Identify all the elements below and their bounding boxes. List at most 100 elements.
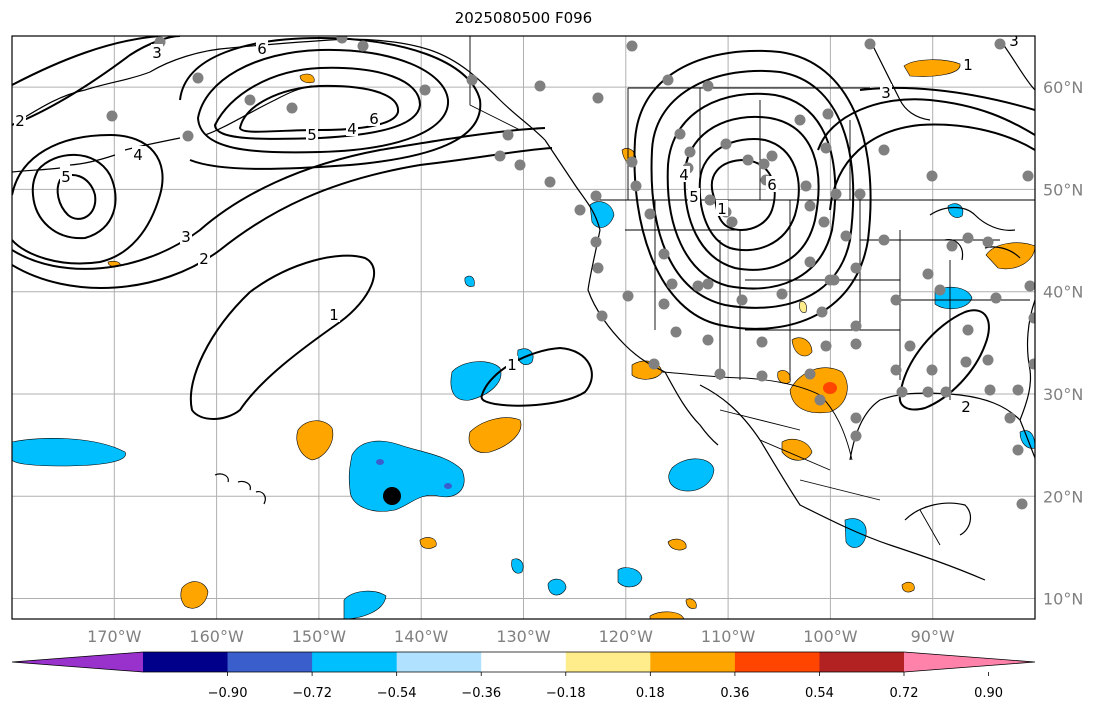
contour-line xyxy=(12,36,161,86)
negative-region xyxy=(589,201,615,228)
station-marker xyxy=(840,230,852,242)
station-marker xyxy=(766,150,778,162)
station-marker xyxy=(692,280,704,292)
station-marker xyxy=(962,324,974,336)
contour-line xyxy=(898,309,990,411)
map-gridlines xyxy=(12,36,1035,619)
station-marker xyxy=(816,306,828,318)
positive-region xyxy=(299,73,315,84)
station-marker xyxy=(1016,498,1028,510)
contour-label: 3 xyxy=(181,228,191,246)
station-marker xyxy=(850,262,862,274)
negative-region xyxy=(844,518,867,548)
contour-label-background xyxy=(256,40,268,56)
station-marker xyxy=(756,370,768,382)
station-marker xyxy=(590,236,602,248)
positive-region xyxy=(685,598,697,609)
station-marker xyxy=(854,188,866,200)
contour-label: 1 xyxy=(507,356,517,374)
contour-label-background xyxy=(368,110,380,126)
contour-line xyxy=(650,69,855,309)
station-marker xyxy=(896,386,908,398)
coastline-yucatan xyxy=(904,502,972,536)
station-marker xyxy=(830,188,842,200)
station-marker xyxy=(864,38,876,50)
contour-line xyxy=(196,48,450,154)
colorbar-segment xyxy=(819,652,905,672)
station-marker xyxy=(702,334,714,346)
station-marker xyxy=(590,190,602,202)
station-marker xyxy=(922,386,934,398)
contour-line xyxy=(12,36,181,126)
station-marker xyxy=(890,364,902,376)
station-marker xyxy=(926,364,938,376)
longitude-tick-labels: 170°W 160°W 150°W 140°W 130°W 120°W 110°W 100°W… xyxy=(87,627,955,646)
latitude-tick-label: 10°N xyxy=(1043,590,1083,609)
station-marker xyxy=(596,310,608,322)
colorbar-segment xyxy=(227,652,313,672)
station-marker xyxy=(704,194,716,206)
latitude-tick-labels: 60°N 50°N 40°N 30°N 20°N 10°N xyxy=(1043,78,1083,608)
contour-label: 4 xyxy=(133,146,143,164)
longitude-tick-label: 90°W xyxy=(911,627,955,646)
station-marker xyxy=(890,294,902,306)
station-markers xyxy=(106,36,1035,510)
canada-provinces xyxy=(627,87,870,200)
contour-label: 6 xyxy=(767,176,777,194)
colorbar-tick-label: 0.36 xyxy=(720,686,749,701)
contour-label-background xyxy=(180,228,192,244)
contour-label-background xyxy=(1008,36,1020,48)
station-marker xyxy=(574,204,586,216)
station-marker xyxy=(702,80,714,92)
contour-label-background xyxy=(328,306,340,322)
station-marker xyxy=(934,284,946,296)
colorbar-segment xyxy=(396,652,482,672)
coastline-gulf-mexico xyxy=(849,392,1021,461)
highlight-station-marker[interactable] xyxy=(383,487,401,505)
positive-region xyxy=(468,417,522,453)
station-marker xyxy=(940,386,952,398)
station-marker xyxy=(592,262,604,274)
positive-region xyxy=(791,337,813,357)
station-marker xyxy=(494,150,506,162)
negative-region-core xyxy=(444,483,452,489)
contour-label: 4 xyxy=(347,120,357,138)
station-marker xyxy=(814,394,826,406)
colorbar-tick-label: −0.72 xyxy=(292,686,332,701)
contour-label-background xyxy=(688,188,700,204)
colorbar-outline xyxy=(11,651,1036,673)
contour-line xyxy=(666,92,837,290)
weak-positive-region xyxy=(799,301,807,313)
contour-line xyxy=(12,127,546,270)
station-marker xyxy=(244,94,256,106)
station-marker xyxy=(502,129,514,141)
contour-label-background xyxy=(506,356,518,372)
contour-label: 2 xyxy=(199,250,209,268)
longitude-tick-label: 120°W xyxy=(599,627,654,646)
station-marker xyxy=(544,176,556,188)
positive-region xyxy=(180,581,209,609)
colorbar-extend-low xyxy=(12,652,143,672)
colorbar-segment xyxy=(565,652,651,672)
contour-line xyxy=(31,153,117,240)
station-marker xyxy=(824,274,836,286)
station-marker xyxy=(850,338,862,350)
contour-line xyxy=(189,254,376,420)
station-marker xyxy=(626,40,638,52)
contour-label-background xyxy=(766,176,778,192)
negative-region xyxy=(348,440,465,512)
positive-region xyxy=(901,581,915,593)
coastline-hudson-bay xyxy=(869,39,931,121)
negative-region xyxy=(947,203,964,218)
colorbar-segment xyxy=(734,652,820,672)
station-marker xyxy=(720,138,732,150)
positive-region xyxy=(419,537,437,549)
contour-line xyxy=(238,84,400,133)
coastline-west-canada xyxy=(544,139,601,231)
contour-label-background xyxy=(962,56,974,72)
positive-region xyxy=(667,538,687,551)
coastline-baja xyxy=(664,371,719,446)
station-marker xyxy=(1028,312,1035,324)
colorbar-segment xyxy=(650,652,736,672)
